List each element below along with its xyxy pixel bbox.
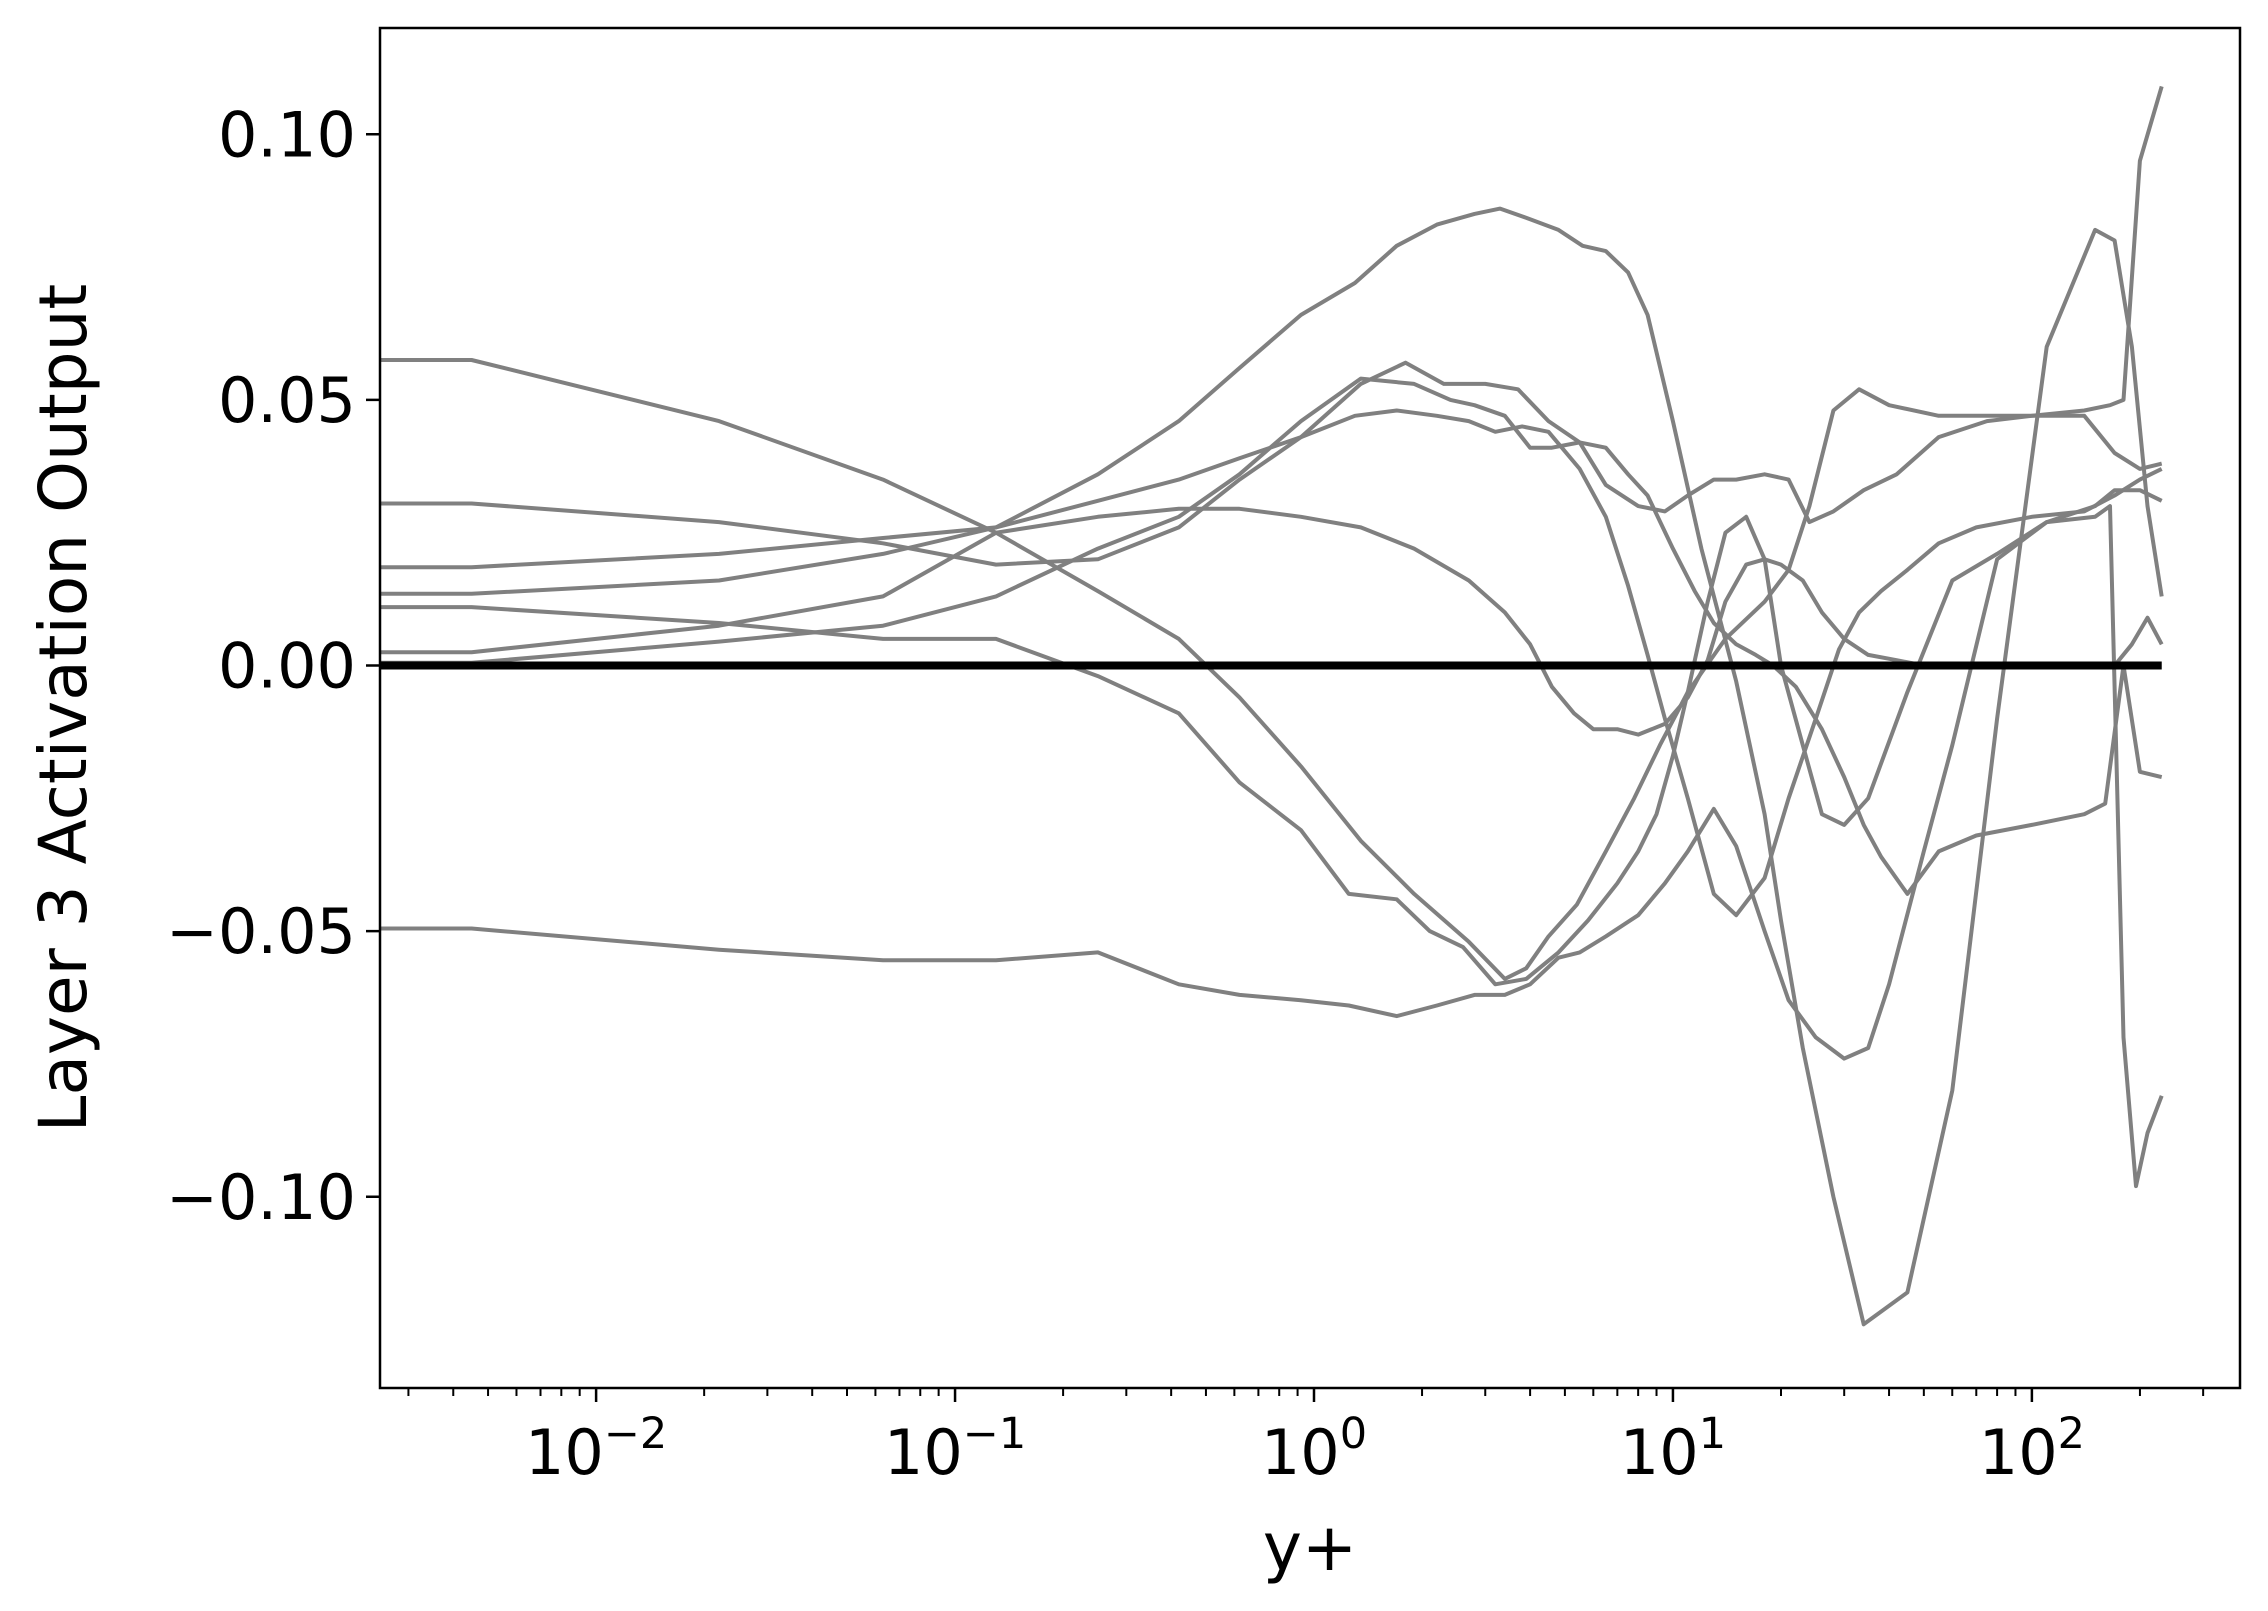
series-line-4 [380,408,2163,918]
y-tick-label: −0.05 [166,895,356,968]
x-axis-minor-ticks [407,1388,2205,1396]
x-axis-label: y+ [1263,1509,1357,1586]
y-tick-label: 0.00 [218,630,356,703]
x-tick-label: 101 [1620,1409,1726,1489]
y-tick-label: 0.10 [218,98,356,171]
x-tick-label: 10−1 [884,1409,1026,1489]
series-line-8 [380,504,2164,1189]
series-line-7 [380,376,2163,896]
plot-frame [378,26,2242,1390]
y-axis-label: Layer 3 Activation Output [25,284,102,1133]
series-line-3 [380,360,2163,567]
x-tick-label: 100 [1261,1409,1367,1489]
series-lines [380,85,2164,1327]
y-axis-ticks: 0.10 0.05 0.00 −0.05 −0.10 [166,98,380,1234]
series-line-6 [380,488,2163,987]
y-tick-label: −0.10 [166,1161,356,1234]
series-line-1 [380,85,2164,981]
series-line-5 [380,506,2164,737]
plot-area [380,85,2164,1327]
x-tick-label: 10−2 [525,1409,667,1489]
y-tick-label: 0.05 [218,364,356,437]
x-tick-label: 102 [1979,1409,2085,1489]
x-axis-ticks: 10−2 10−1 100 101 102 [525,1388,2085,1489]
series-line-2 [380,206,2164,1327]
